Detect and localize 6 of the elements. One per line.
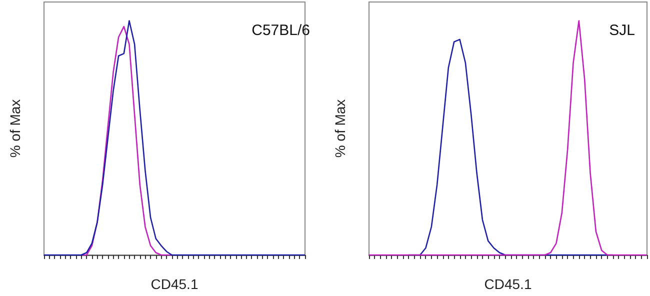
y-axis-title: % of Max	[7, 99, 23, 158]
x-axis-title: CD45.1	[484, 276, 532, 292]
chart-title: SJL	[609, 22, 636, 39]
x-axis-title: CD45.1	[150, 276, 198, 292]
y-axis-title: % of Max	[332, 99, 348, 158]
chart-title: C57BL/6	[252, 22, 310, 39]
